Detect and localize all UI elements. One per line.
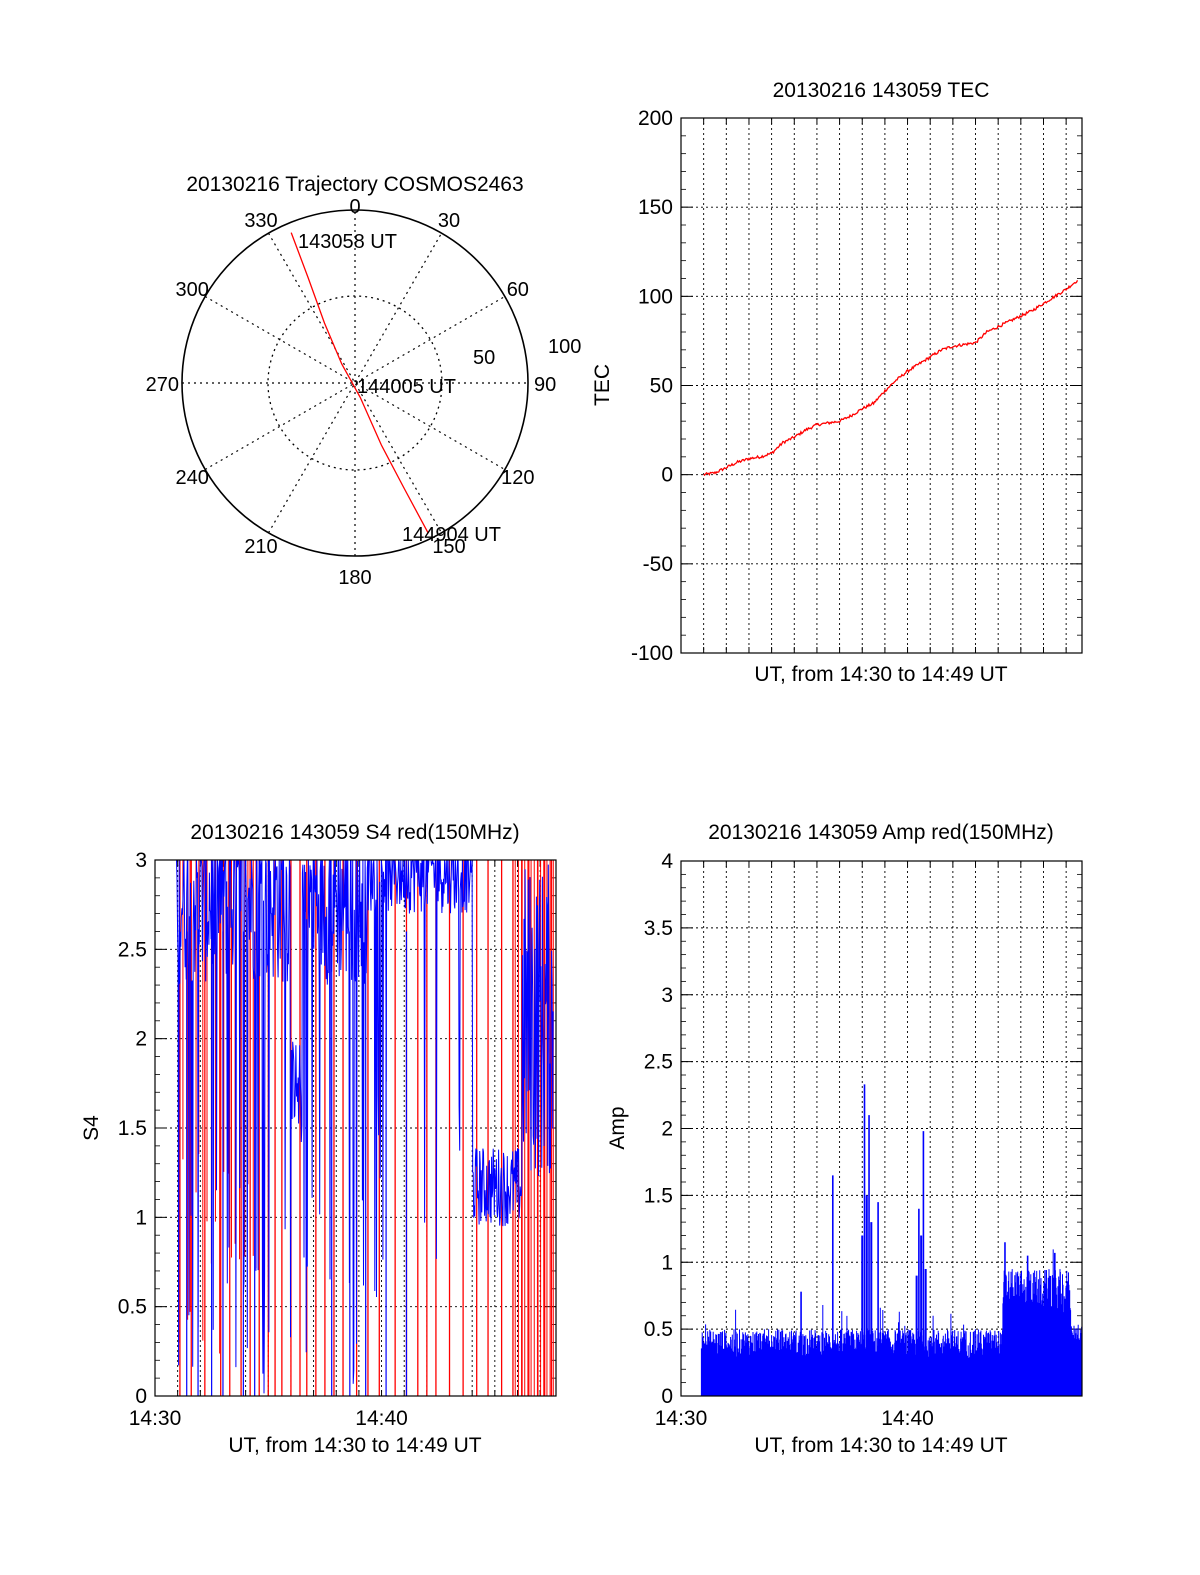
polar-radial-label-100: 100 bbox=[548, 336, 581, 358]
y-tick-label: 0.5 bbox=[118, 1296, 147, 1319]
y-tick-label: 0.5 bbox=[644, 1318, 673, 1341]
trajectory-mid-label: 144005 UT bbox=[357, 376, 456, 398]
polar-azimuth-label: 210 bbox=[244, 536, 277, 558]
polar-azimuth-label: 330 bbox=[244, 210, 277, 232]
tec-title: 20130216 143059 TEC bbox=[773, 79, 990, 102]
polar-azimuth-label: 240 bbox=[175, 467, 208, 489]
polar-spoke bbox=[267, 232, 443, 534]
amp-x-label: UT, from 14:30 to 14:49 UT bbox=[754, 1434, 1007, 1457]
amp-base-fill bbox=[1070, 1355, 1082, 1396]
y-tick-label: 1.5 bbox=[118, 1117, 147, 1140]
y-tick-label: 3 bbox=[661, 984, 673, 1007]
y-tick-label: -50 bbox=[643, 553, 673, 576]
polar-spoke bbox=[267, 232, 443, 534]
tec-x-label: UT, from 14:30 to 14:49 UT bbox=[754, 663, 1007, 686]
x-tick-label: 14:30 bbox=[129, 1407, 182, 1430]
trajectory-end-label: 144904 UT bbox=[402, 524, 501, 546]
y-tick-label: 4 bbox=[661, 850, 673, 873]
tec-frame bbox=[680, 117, 1083, 654]
amp-x-tick-labels: 14:30 14:40 bbox=[655, 1407, 934, 1430]
x-tick-label: 14:40 bbox=[881, 1407, 934, 1430]
amp-blue-series bbox=[700, 1084, 1083, 1396]
x-tick-label: 14:40 bbox=[355, 1407, 408, 1430]
polar-spoke bbox=[204, 295, 506, 471]
y-tick-label: 0 bbox=[661, 1385, 673, 1408]
s4-x-label: UT, from 14:30 to 14:49 UT bbox=[228, 1434, 481, 1457]
x-tick-label: 14:30 bbox=[655, 1407, 708, 1430]
s4-y-label: S4 bbox=[80, 1115, 103, 1141]
y-tick-label: 2 bbox=[135, 1028, 147, 1051]
amp-frame bbox=[680, 860, 1083, 1397]
amp-y-tick-labels: 4 3.5 3 2.5 2 1.5 1 0.5 0 bbox=[644, 850, 674, 1408]
s4-title: 20130216 143059 S4 red(150MHz) bbox=[190, 821, 519, 844]
polar-azimuth-label: 120 bbox=[501, 467, 534, 489]
polar-azimuth-label: 180 bbox=[338, 567, 371, 589]
y-tick-label: 3.5 bbox=[644, 917, 673, 940]
amp-base-fill bbox=[701, 1358, 1003, 1396]
tec-plot: 20130216 143059 TEC 200150100500-50-100 … bbox=[591, 79, 1083, 686]
amp-y-label: Amp bbox=[606, 1106, 629, 1149]
y-tick-label: 1.5 bbox=[644, 1184, 673, 1207]
y-tick-label: 50 bbox=[650, 375, 673, 398]
polar-azimuth-label: 270 bbox=[146, 374, 179, 396]
amp-plot: 20130216 143059 Amp red(150MHz) 4 3.5 3 2.5… bbox=[606, 821, 1083, 1457]
polar-azimuth-label: 30 bbox=[438, 210, 460, 232]
tec-grid bbox=[681, 117, 1082, 654]
polar-trajectory-plot: 20130216 Trajectory COSMOS2463 0 30 60 90 12… bbox=[146, 173, 582, 589]
y-tick-label: 150 bbox=[638, 196, 673, 219]
y-tick-label: -100 bbox=[631, 642, 673, 665]
y-tick-label: 2 bbox=[661, 1118, 673, 1141]
y-tick-label: 3 bbox=[135, 849, 147, 872]
y-tick-label: 2.5 bbox=[118, 938, 147, 961]
y-tick-label: 100 bbox=[638, 285, 673, 308]
y-tick-label: 1 bbox=[135, 1206, 147, 1229]
amp-base-fill bbox=[1002, 1315, 1071, 1396]
y-tick-label: 2.5 bbox=[644, 1051, 673, 1074]
polar-azimuth-label: 90 bbox=[534, 374, 556, 396]
tec-series-line bbox=[703, 280, 1079, 477]
trajectory-line bbox=[290, 232, 429, 534]
s4-y-tick-labels: 3 2.5 2 1.5 1 0.5 0 bbox=[118, 849, 147, 1408]
polar-title: 20130216 Trajectory COSMOS2463 bbox=[186, 173, 523, 196]
polar-spoke bbox=[204, 295, 506, 471]
s4-x-tick-labels: 14:30 14:40 bbox=[129, 1407, 408, 1430]
y-tick-label: 200 bbox=[638, 107, 673, 130]
polar-radial-label-50: 50 bbox=[473, 347, 495, 369]
s4-plot: 20130216 143059 S4 red(150MHz) 3 2.5 2 1.5 1… bbox=[80, 821, 557, 1457]
polar-azimuth-label: 150 bbox=[432, 536, 465, 558]
polar-azimuth-label: 0 bbox=[349, 196, 360, 218]
y-tick-label: 0 bbox=[135, 1385, 147, 1408]
s4-frame bbox=[154, 859, 557, 1397]
amp-title: 20130216 143059 Amp red(150MHz) bbox=[708, 821, 1054, 844]
s4-blue-line bbox=[175, 859, 554, 1394]
s4-red-series bbox=[179, 860, 554, 1396]
polar-azimuth-label: 60 bbox=[507, 279, 529, 301]
s4-blue-series bbox=[175, 859, 554, 1396]
y-tick-label: 0 bbox=[661, 464, 673, 487]
trajectory-start-label: 143058 UT bbox=[298, 231, 397, 253]
polar-azimuth-labels: 0 30 60 90 120 150 180 210 240 270 300 330 bbox=[146, 196, 557, 589]
polar-azimuth-label: 300 bbox=[175, 279, 208, 301]
polar-grid bbox=[181, 209, 529, 557]
y-tick-label: 1 bbox=[661, 1251, 673, 1274]
tec-y-tick-labels: 200 150 100 50 0 -50 -100 bbox=[631, 107, 673, 665]
tec-y-label: TEC bbox=[591, 364, 614, 406]
